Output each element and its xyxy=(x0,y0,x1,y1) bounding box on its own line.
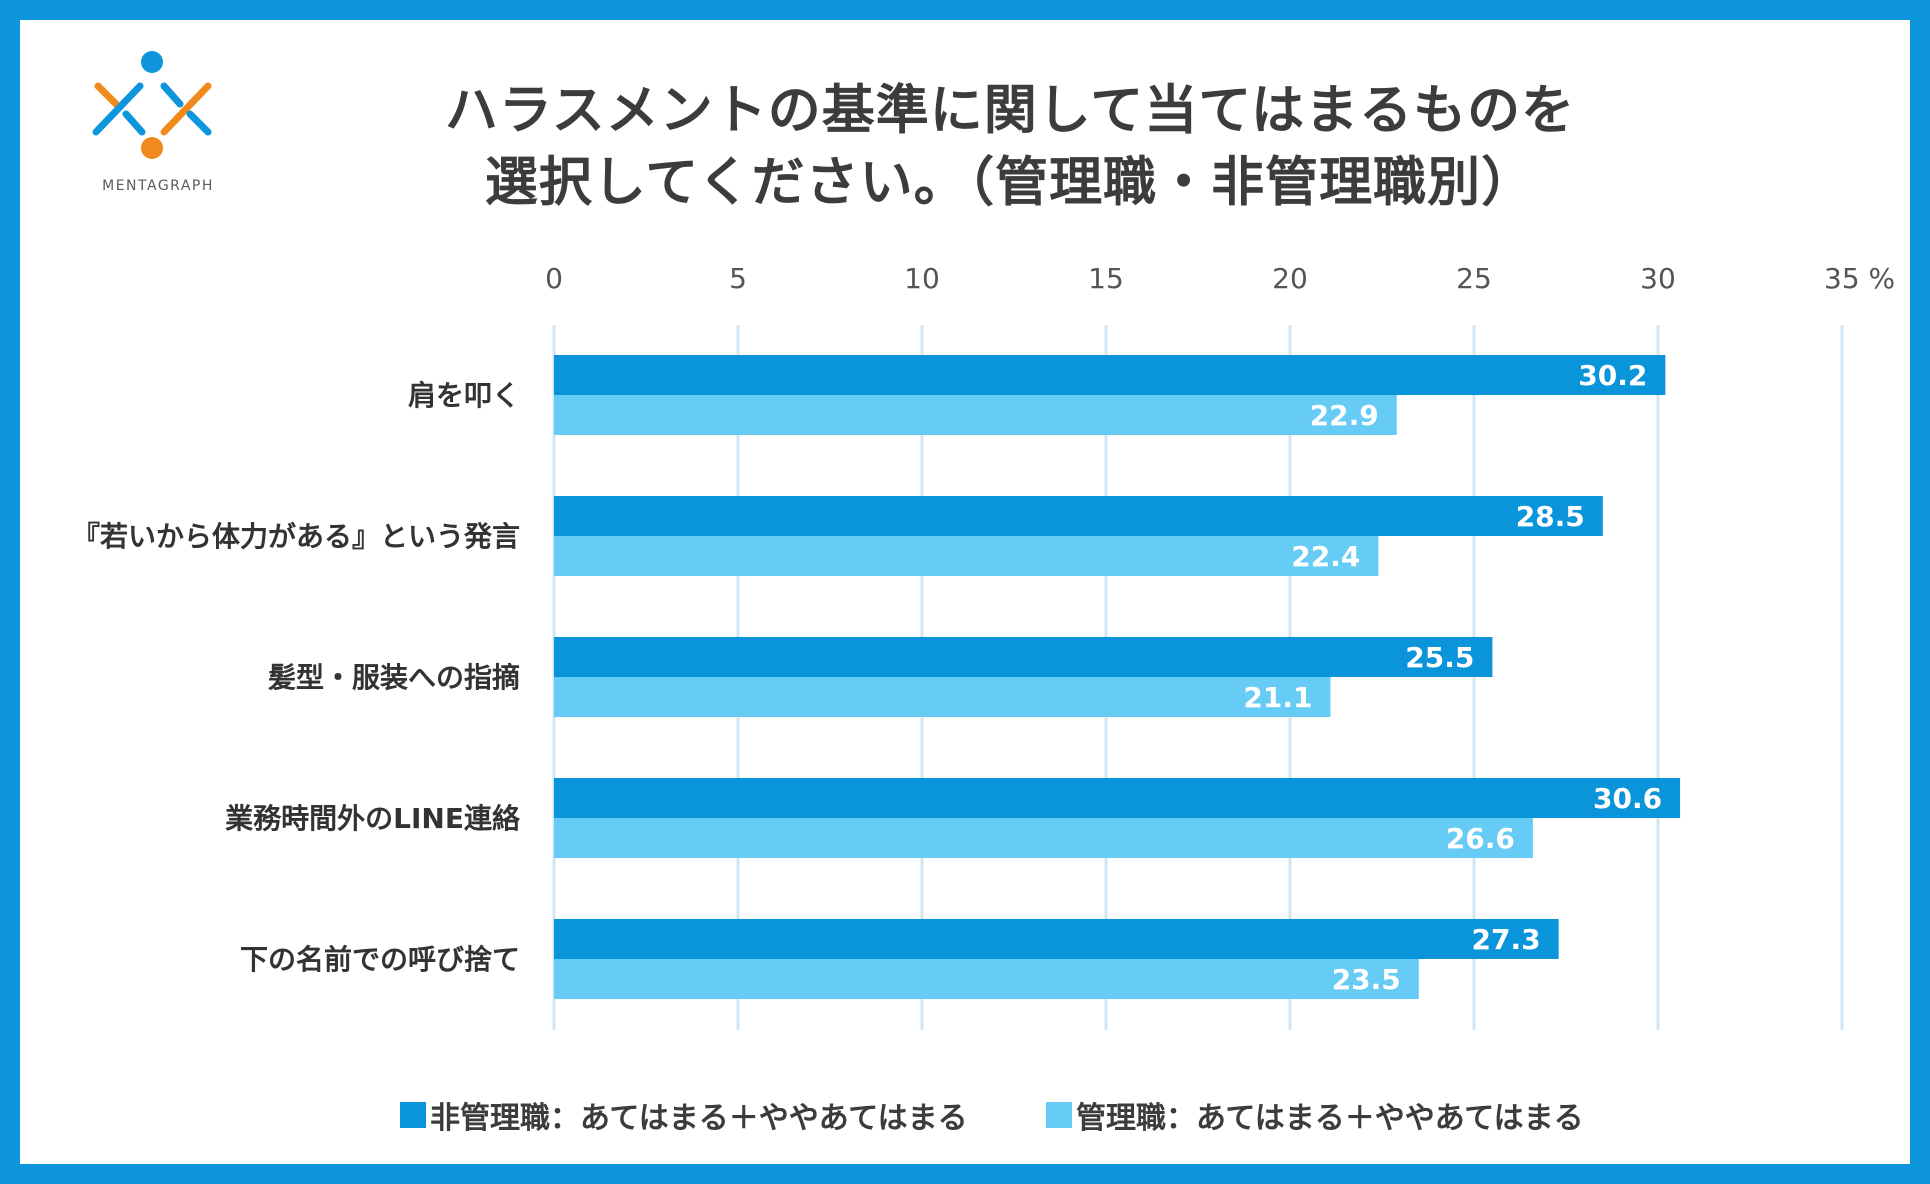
bar xyxy=(554,637,1493,677)
bar xyxy=(554,496,1603,536)
category-label: 業務時間外のLINE連絡 xyxy=(225,802,521,835)
data-label: 22.4 xyxy=(1291,540,1360,573)
category-label: 『若いから体力がある』という発言 xyxy=(72,520,520,553)
bar xyxy=(554,355,1666,395)
legend-label-series-1: 非管理職：あてはまる＋ややあてはまる xyxy=(430,1101,968,1136)
x-tick-label: 25 xyxy=(1456,262,1492,295)
legend-swatch-series-1 xyxy=(400,1102,426,1128)
bar xyxy=(554,395,1397,435)
data-label: 22.9 xyxy=(1310,399,1379,432)
data-label: 28.5 xyxy=(1516,500,1585,533)
legend-swatch-series-2 xyxy=(1046,1102,1072,1128)
legend-item-series-2: 管理職：あてはまる＋ややあてはまる xyxy=(1046,1095,1584,1136)
data-label: 30.2 xyxy=(1578,359,1647,392)
bar xyxy=(554,919,1559,959)
data-label: 26.6 xyxy=(1446,822,1515,855)
chart-title-line-2: 選択してください。（管理職・非管理職別） xyxy=(484,152,1536,213)
bar xyxy=(554,677,1331,717)
x-tick-label: 5 xyxy=(729,262,747,295)
x-tick-label: 10 xyxy=(904,262,940,295)
category-label: 肩を叩く xyxy=(408,379,520,412)
legend-label-series-2: 管理職：あてはまる＋ややあてはまる xyxy=(1076,1101,1584,1136)
legend-item-series-1: 非管理職：あてはまる＋ややあてはまる xyxy=(400,1095,968,1136)
data-label: 23.5 xyxy=(1332,963,1401,996)
x-tick-label: 35 % xyxy=(1824,262,1895,295)
data-label: 21.1 xyxy=(1243,681,1312,714)
data-label: 27.3 xyxy=(1472,923,1541,956)
bar xyxy=(554,818,1533,858)
bar xyxy=(554,778,1681,818)
chart-title-line-1: ハラスメントの基準に関して当てはまるものを xyxy=(444,80,1576,141)
mentagraph-logo-icon xyxy=(92,51,212,159)
data-label: 25.5 xyxy=(1405,641,1474,674)
category-label: 髪型・服装への指摘 xyxy=(267,661,520,694)
x-tick-label: 30 xyxy=(1640,262,1676,295)
bar xyxy=(554,959,1419,999)
x-tick-label: 0 xyxy=(545,262,563,295)
x-tick-label: 20 xyxy=(1272,262,1308,295)
category-label: 下の名前での呼び捨て xyxy=(240,943,520,976)
brand-name: MENTAGRAPH xyxy=(102,178,214,194)
data-label: 30.6 xyxy=(1593,782,1662,815)
x-tick-label: 15 xyxy=(1088,262,1124,295)
bar xyxy=(554,536,1379,576)
